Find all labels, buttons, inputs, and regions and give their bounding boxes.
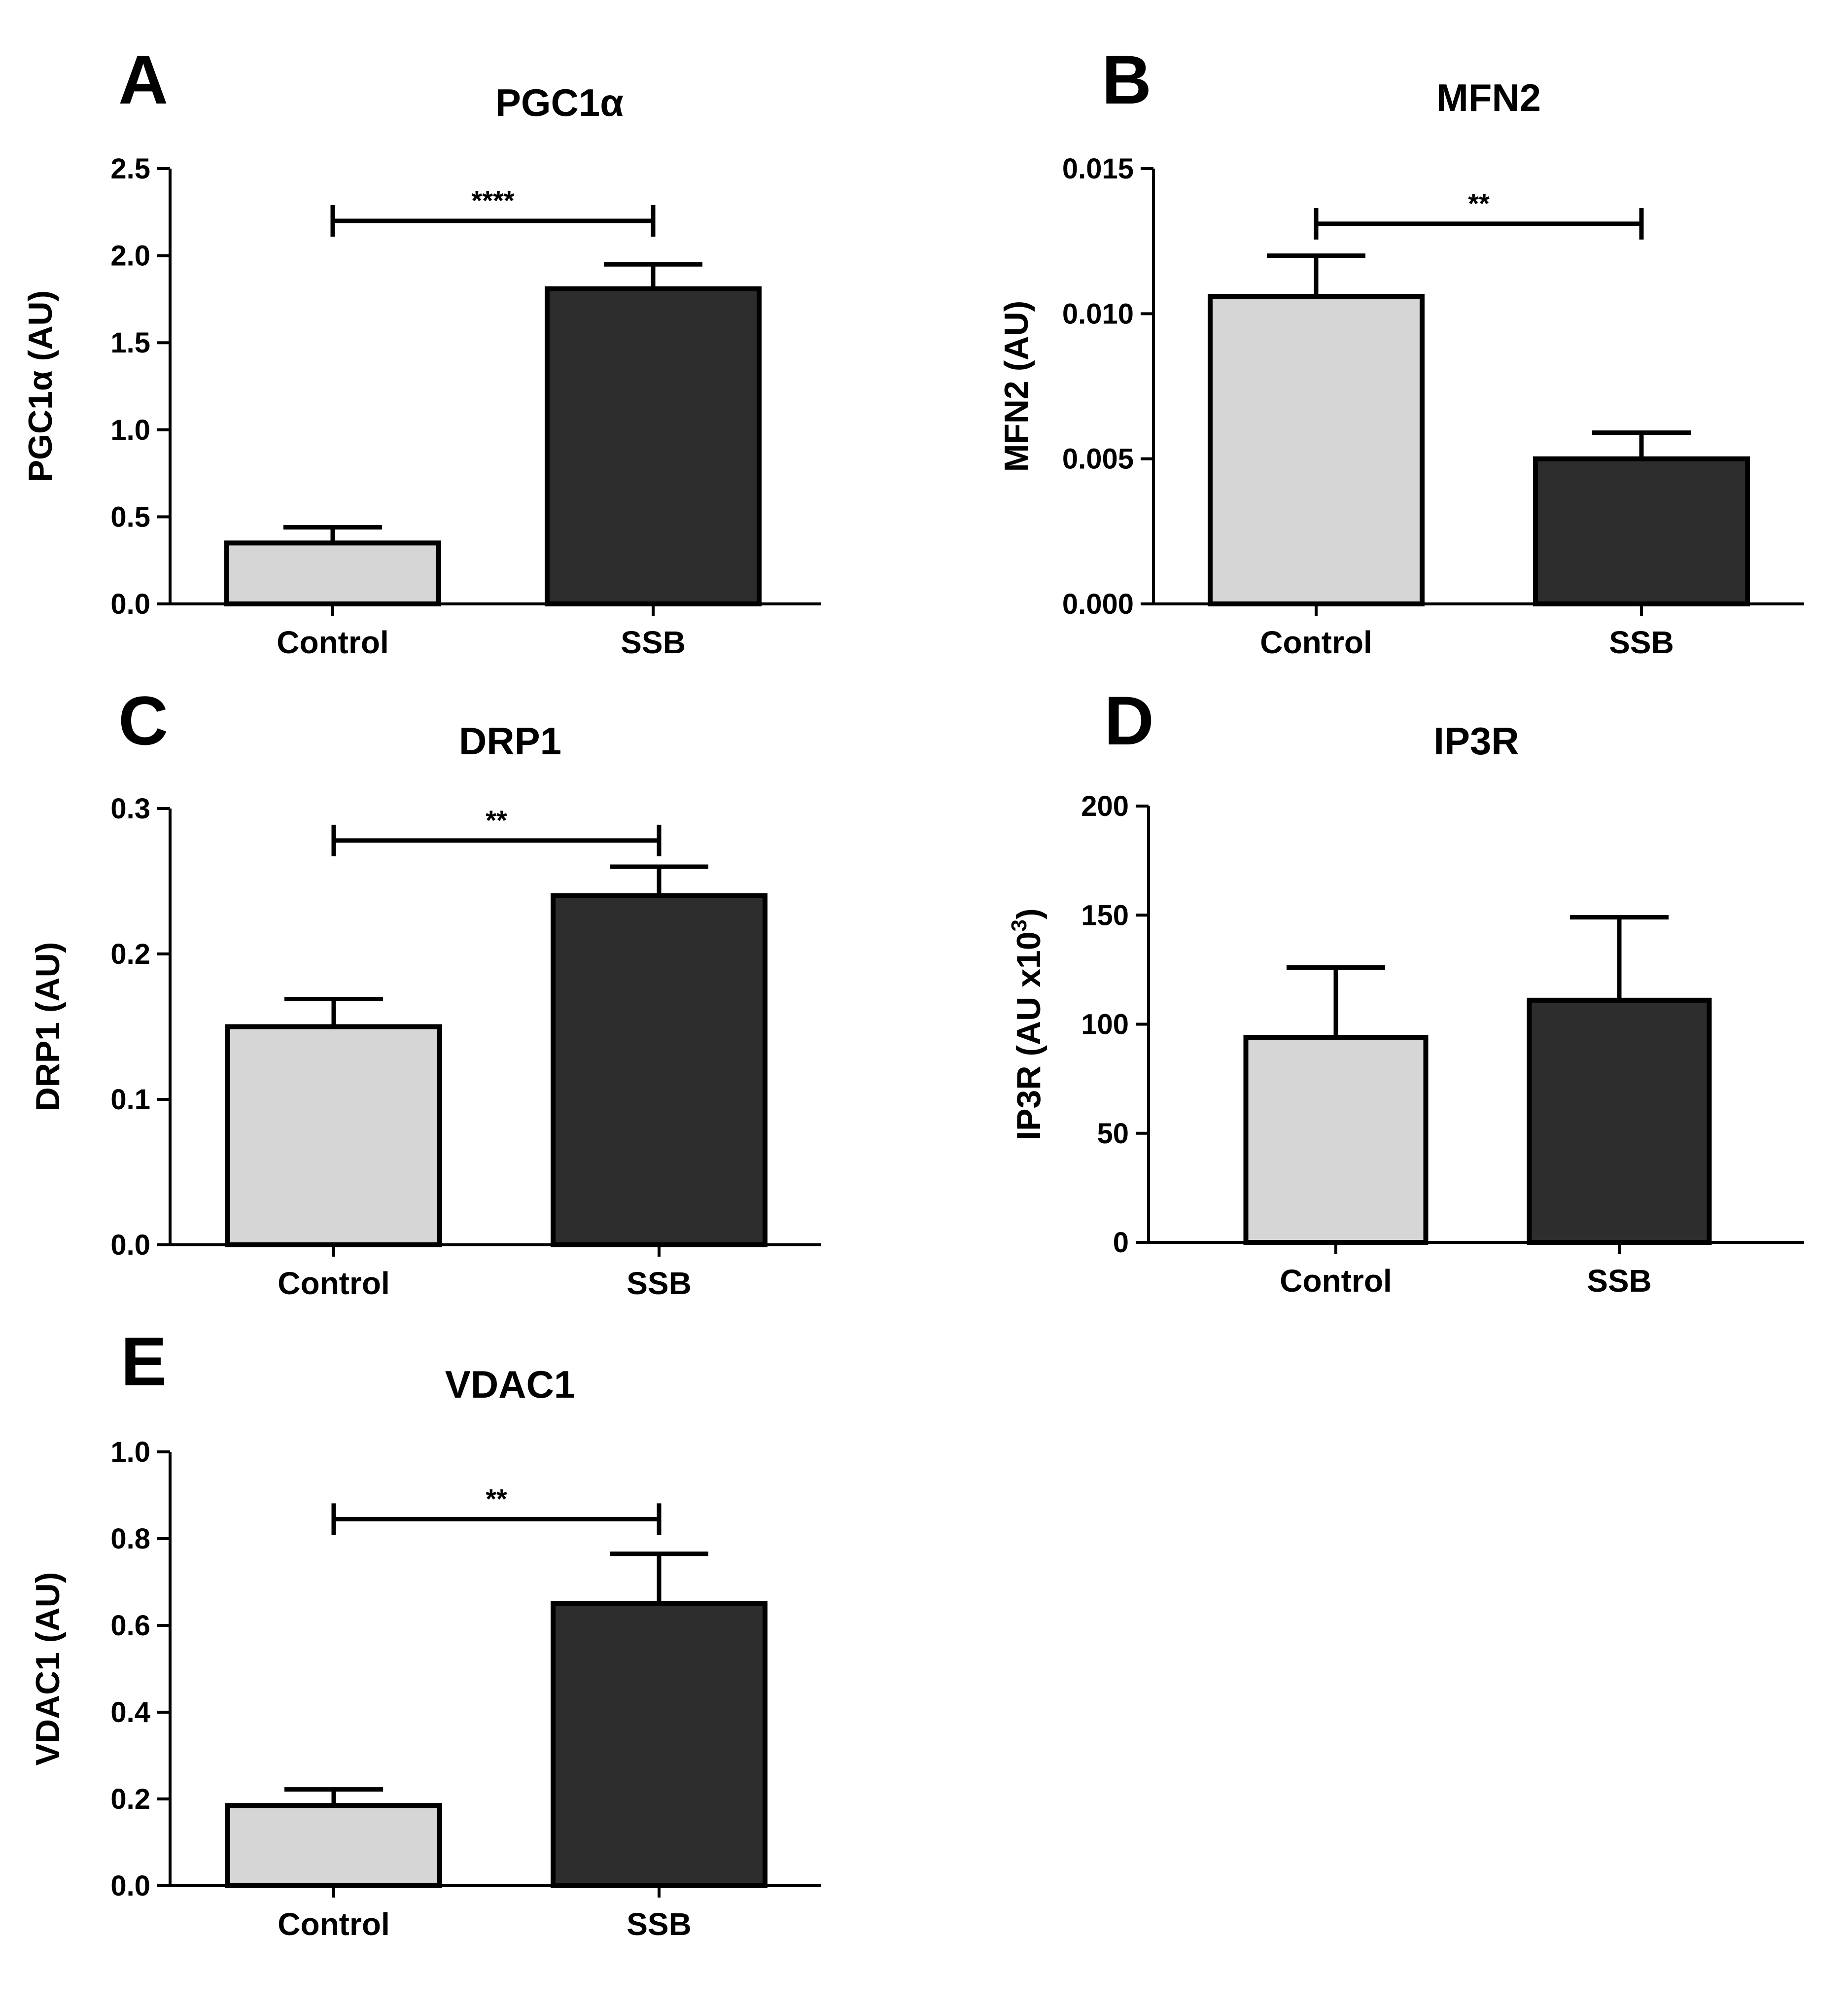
x-tick-label: Control (1260, 625, 1372, 660)
significance-label: ** (486, 1483, 507, 1514)
y-tick-label: 0.0 (110, 1870, 150, 1902)
y-tick-label: 0.8 (110, 1523, 150, 1555)
y-tick-label: 0.6 (110, 1610, 150, 1642)
panel-letter: C (118, 682, 168, 759)
y-axis-label-text: VDAC1 (AU) (29, 1572, 67, 1766)
y-axis-label: VDAC1 (AU) (29, 1572, 67, 1766)
chart-panel-a: A PGC1α PGC1α (AU) 0.0 0.5 1.0 1.5 2.0 2.5 Contro… (22, 41, 821, 660)
x-tick-label: SSB (627, 1906, 692, 1942)
y-axis-label-text: DRP1 (AU) (29, 942, 67, 1112)
y-axis-label: IP3R (AU x103) (1007, 908, 1047, 1140)
x-tick-label: Control (1280, 1263, 1392, 1299)
chart-panel-b: B MFN2 MFN2 (AU) 0.000 0.005 0.010 0.015 Contro… (998, 41, 1804, 660)
x-tick-label: SSB (627, 1266, 692, 1301)
bar-control (1243, 1035, 1429, 1245)
chart-title: MFN2 (1436, 76, 1541, 119)
y-axis-label-text: MFN2 (AU) (998, 301, 1035, 472)
y-tick-label: 0.5 (110, 501, 150, 533)
y-axis-label-text: IP3R (AU x10 (1010, 931, 1047, 1140)
chart-panel-d: D IP3R IP3R (AU x103) 0 50 100 150 200 Control SS… (1007, 682, 1804, 1299)
chart-title: VDAC1 (445, 1363, 575, 1406)
y-tick-label: 0.010 (1062, 298, 1134, 330)
y-axis-label: PGC1α (AU) (22, 290, 59, 482)
bar-ssb (545, 286, 762, 606)
bar-control (225, 1803, 442, 1888)
bar-control (224, 540, 441, 607)
y-tick-label: 0.0 (110, 1229, 150, 1261)
bar-ssb (1527, 997, 1712, 1245)
panel-letter: A (118, 41, 168, 118)
chart-title: IP3R (1433, 719, 1519, 763)
x-tick-label: SSB (1609, 625, 1674, 660)
y-tick-label: 150 (1081, 899, 1129, 931)
panel-letter: B (1102, 41, 1151, 118)
y-tick-label: 1.5 (110, 327, 150, 359)
x-tick-label: Control (278, 1906, 390, 1942)
y-tick-label: 0.4 (110, 1696, 150, 1728)
y-tick-label: 0.2 (110, 938, 150, 970)
y-tick-label: 0 (1113, 1227, 1129, 1259)
x-tick-label: SSB (621, 625, 686, 660)
y-axis-label-superscript: 3 (1007, 919, 1031, 931)
y-tick-label: 0.3 (110, 793, 150, 825)
significance-label: ** (486, 805, 507, 836)
y-tick-label: 0.1 (110, 1084, 150, 1116)
y-tick-label: 200 (1081, 790, 1129, 822)
chart-title: DRP1 (459, 719, 561, 763)
x-tick-label: SSB (1587, 1263, 1652, 1299)
chart-title: PGC1α (495, 81, 624, 124)
y-axis-label-text: PGC1α (AU) (22, 290, 59, 482)
bar-ssb (1533, 456, 1750, 607)
y-tick-label: 1.0 (110, 1436, 150, 1468)
y-tick-label: 50 (1097, 1118, 1129, 1150)
y-axis-label: MFN2 (AU) (998, 301, 1035, 472)
chart-panel-c: C DRP1 DRP1 (AU) 0.0 0.1 0.2 0.3 Control SSB ** (29, 682, 821, 1301)
y-tick-label: 2.0 (110, 240, 150, 272)
y-axis-label: DRP1 (AU) (29, 942, 67, 1112)
chart-panel-e: E VDAC1 VDAC1 (AU) 0.0 0.2 0.4 0.6 0.8 1.0 Contro… (29, 1323, 821, 1942)
y-tick-label: 0.005 (1062, 443, 1134, 475)
bar-ssb (551, 893, 767, 1247)
y-tick-label: 1.0 (110, 414, 150, 446)
panel-letter: E (121, 1323, 167, 1400)
y-tick-label: 2.5 (110, 153, 150, 185)
y-tick-label: 0.000 (1062, 588, 1134, 620)
significance-label: **** (471, 185, 514, 216)
y-tick-label: 100 (1081, 1009, 1129, 1041)
y-tick-label: 0.0 (110, 588, 150, 620)
x-tick-label: Control (278, 1266, 390, 1301)
panel-letter: D (1104, 682, 1154, 759)
significance-label: ** (1468, 188, 1490, 219)
bar-ssb (551, 1601, 767, 1888)
bar-control (225, 1024, 442, 1247)
x-tick-label: Control (277, 625, 389, 660)
bar-control (1208, 294, 1425, 606)
y-axis-label-end: ) (1010, 908, 1047, 919)
y-tick-label: 0.2 (110, 1783, 150, 1815)
y-tick-label: 0.015 (1062, 153, 1134, 185)
